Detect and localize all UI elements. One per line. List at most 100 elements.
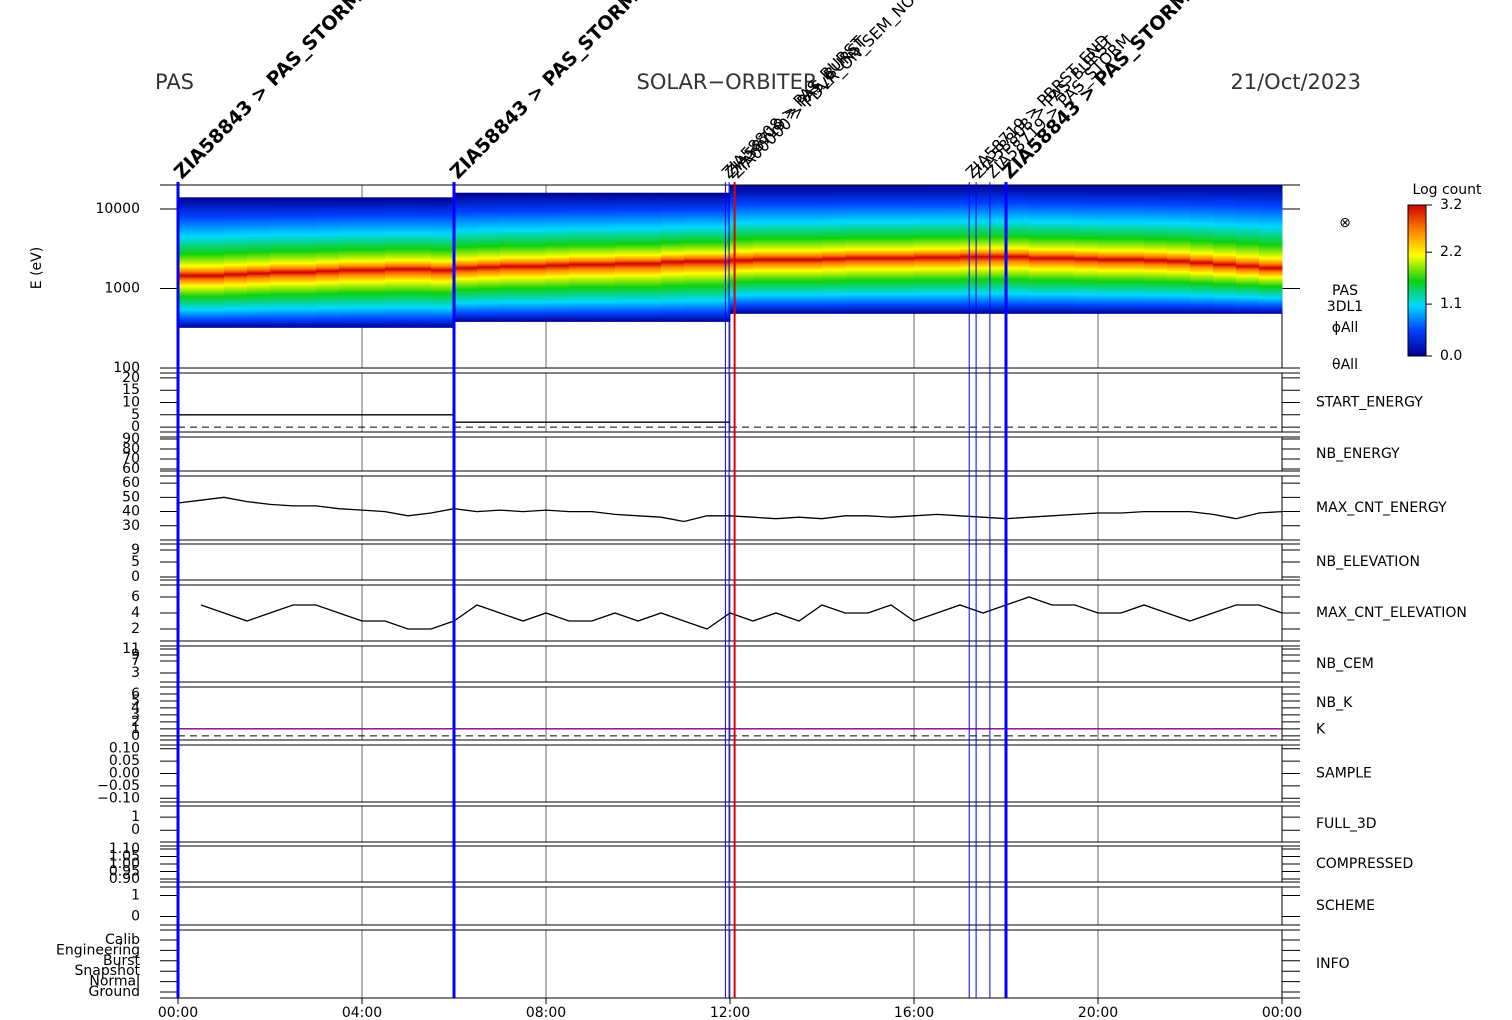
y-tick-label: 0.00 [109, 766, 140, 782]
category-label: Ground [89, 984, 141, 1000]
y-tick-label: 60 [122, 475, 140, 491]
x-tick-label: 00:00 [1262, 1005, 1302, 1020]
spectrogram-column [960, 185, 984, 314]
spectrogram-column [592, 192, 616, 322]
spectrogram-column [1144, 185, 1168, 314]
y-tick-label: 1 [131, 721, 140, 737]
instrument: PAS [155, 70, 194, 94]
y-tick-label: 2 [131, 621, 140, 637]
y-tick-label: 0 [131, 909, 140, 925]
y-tick-label: 40 [122, 504, 140, 520]
spectrogram-column [431, 197, 455, 328]
spectrogram-column [500, 192, 524, 322]
panel-label: FULL_3D [1316, 816, 1377, 832]
spectrogram-column [1259, 185, 1283, 314]
spectrogram-column [891, 185, 915, 314]
spectrogram-column [1006, 185, 1030, 314]
y-tick-label: 1000 [104, 280, 140, 296]
panel-label: NB_K [1316, 695, 1353, 711]
x-tick-label: 00:00 [158, 1005, 198, 1020]
y-tick-label: 0.90 [109, 871, 140, 887]
spectrogram-column [178, 197, 202, 328]
y-tick-label: 2 [131, 714, 140, 730]
event-label: ZIA58843 > PAS_STORM [998, 0, 1195, 183]
y-tick-label: 50 [122, 489, 140, 505]
category-label: Burst [103, 953, 141, 969]
panel-label: NB_CEM [1316, 656, 1374, 672]
date: 21/Oct/2023 [1230, 70, 1361, 94]
spectrogram-column [270, 197, 294, 328]
spectrogram-column [454, 192, 478, 322]
spectrogram-column [684, 192, 708, 322]
event-label: ZIA58843 > PAS_STORM [446, 0, 643, 183]
annotation: ⊗ [1339, 215, 1351, 231]
y-axis-label: E (eV) [29, 247, 45, 289]
annotation: 3DL1 [1327, 299, 1363, 315]
panel-label: K [1316, 721, 1326, 737]
colorbar-tick-label: 0.0 [1440, 348, 1462, 364]
y-tick-label: 70 [122, 451, 140, 467]
y-tick-label: 15 [122, 382, 140, 398]
spectrogram-column [730, 185, 754, 314]
spectrogram-column [569, 192, 593, 322]
spectrogram-column [1075, 185, 1099, 314]
colorbar [1407, 204, 1427, 357]
y-tick-label: 0.95 [109, 864, 140, 880]
y-tick-label: −0.10 [97, 790, 140, 806]
x-tick-label: 04:00 [342, 1005, 382, 1020]
y-tick-label: 1 [131, 809, 140, 825]
series-line [200, 596, 1283, 630]
y-tick-label: 3 [131, 707, 140, 723]
spectrogram-column [362, 197, 386, 328]
category-label: Snapshot [75, 963, 141, 979]
spectrogram-column [753, 185, 777, 314]
y-tick-label: 9 [131, 542, 140, 558]
colorbar-tick-label: 1.1 [1440, 296, 1462, 312]
spectrogram-column [293, 197, 317, 328]
spectrogram-column [914, 185, 938, 314]
y-tick-label: 1.00 [109, 856, 140, 872]
spectrogram-column [316, 197, 340, 328]
panel-label: INFO [1316, 956, 1350, 972]
spectrogram-column [247, 197, 271, 328]
y-tick-label: 7 [131, 653, 140, 669]
y-tick-label: 0 [131, 728, 140, 744]
y-tick-label: −0.05 [97, 778, 140, 794]
spectrogram-column [1236, 185, 1260, 314]
y-tick-label: 5 [131, 554, 140, 570]
spectrogram-column [1098, 185, 1122, 314]
y-tick-label: 0 [131, 822, 140, 838]
spectrogram-column [937, 185, 961, 314]
spectrogram-column [845, 185, 869, 314]
spectrogram-column [1213, 185, 1237, 314]
spectrogram-column [201, 197, 225, 328]
spectrogram-column [523, 192, 547, 322]
panel-label: MAX_CNT_ELEVATION [1316, 605, 1467, 621]
y-tick-label: 10 [122, 395, 140, 411]
spectrogram-column [224, 197, 248, 328]
panel-label: NB_ELEVATION [1316, 554, 1420, 570]
y-tick-label: 3 [131, 665, 140, 681]
spectrogram-column [1052, 185, 1076, 314]
y-tick-label: 30 [122, 518, 140, 534]
spectrogram-column [776, 185, 800, 314]
y-tick-label: 5 [131, 407, 140, 423]
spectrogram-column [868, 185, 892, 314]
spectrogram-column [408, 197, 432, 328]
y-tick-label: 0.05 [109, 753, 140, 769]
y-tick-label: 1.05 [109, 849, 140, 865]
spectrogram-column [1190, 185, 1214, 314]
spectrogram-column [983, 185, 1007, 314]
y-tick-label: 6 [131, 686, 140, 702]
y-tick-label: 9 [131, 647, 140, 663]
spectrogram-column [707, 192, 731, 322]
annotation: PAS [1332, 283, 1358, 299]
y-tick-label: 0.10 [109, 741, 140, 757]
colorbar-title: Log count [1413, 182, 1482, 198]
y-tick-label: 5 [131, 693, 140, 709]
category-label: Normal [89, 974, 140, 990]
panel-label: MAX_CNT_ENERGY [1316, 500, 1447, 516]
category-label: Engineering [56, 942, 140, 958]
y-tick-label: 1.10 [109, 841, 140, 857]
